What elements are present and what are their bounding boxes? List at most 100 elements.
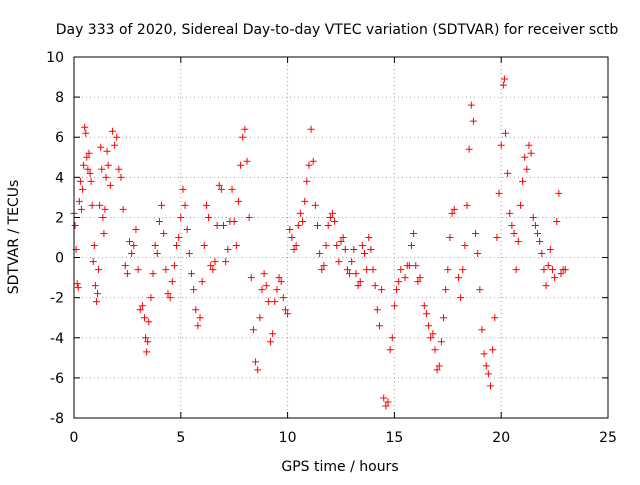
data-point	[99, 213, 107, 221]
data-point	[207, 262, 215, 270]
y-tick-label: -6	[50, 371, 64, 387]
data-point	[478, 326, 486, 334]
data-point	[487, 382, 495, 390]
data-point	[307, 125, 315, 133]
data-point	[158, 201, 166, 209]
data-point	[305, 161, 313, 169]
data-point	[311, 201, 319, 209]
data-point	[121, 262, 129, 270]
data-point	[271, 298, 279, 306]
data-point	[153, 250, 161, 258]
data-point	[273, 286, 281, 294]
data-point	[93, 290, 101, 298]
data-point	[228, 185, 236, 193]
data-point	[536, 238, 544, 246]
x-tick-label: 25	[599, 430, 617, 446]
data-point	[322, 242, 330, 250]
data-point	[378, 286, 386, 294]
chart-title: Day 333 of 2020, Sidereal Day-to-day VTE…	[56, 22, 619, 38]
data-points	[70, 75, 569, 410]
data-point	[79, 185, 87, 193]
y-tick-label: 10	[46, 50, 64, 66]
data-point	[519, 177, 527, 185]
data-point	[373, 306, 381, 314]
data-point	[155, 217, 163, 225]
data-point	[281, 306, 289, 314]
data-point	[103, 147, 111, 155]
data-point	[256, 314, 264, 322]
data-point	[407, 242, 415, 250]
data-point	[343, 266, 351, 274]
data-point	[431, 346, 439, 354]
data-point	[425, 322, 433, 330]
data-point	[397, 266, 405, 274]
data-point	[516, 201, 524, 209]
data-point	[450, 205, 458, 213]
data-point	[337, 238, 345, 246]
data-point	[205, 213, 213, 221]
data-point	[267, 338, 275, 346]
data-point	[442, 286, 450, 294]
data-point	[91, 282, 99, 290]
data-point	[200, 242, 208, 250]
data-point	[202, 201, 210, 209]
data-point	[320, 262, 328, 270]
y-tick-label: -8	[50, 411, 64, 427]
data-point	[192, 306, 200, 314]
data-point	[489, 346, 497, 354]
data-point	[316, 250, 324, 258]
data-point	[500, 75, 508, 83]
y-tick-label: 4	[55, 170, 64, 186]
data-point	[405, 262, 413, 270]
data-point	[548, 266, 556, 274]
data-point	[142, 334, 150, 342]
data-point	[82, 129, 90, 137]
data-point	[74, 284, 82, 292]
data-point	[181, 201, 189, 209]
data-point	[87, 177, 95, 185]
data-point	[269, 330, 277, 338]
data-point	[147, 294, 155, 302]
data-point	[90, 242, 98, 250]
data-point	[185, 250, 193, 258]
data-point	[544, 262, 552, 270]
data-point	[102, 173, 110, 181]
data-point	[111, 141, 119, 149]
data-point	[95, 266, 103, 274]
data-point	[410, 229, 418, 237]
data-point	[523, 165, 531, 173]
data-point	[382, 402, 390, 410]
data-point	[92, 298, 100, 306]
data-point	[326, 213, 334, 221]
data-point	[106, 181, 114, 189]
x-tick-label: 15	[385, 430, 403, 446]
data-point	[435, 362, 443, 370]
data-point	[414, 278, 422, 286]
data-point	[284, 310, 292, 318]
data-point	[144, 338, 152, 346]
data-point	[232, 242, 240, 250]
data-point	[474, 250, 482, 258]
x-tick-label: 5	[176, 430, 185, 446]
data-point	[437, 338, 445, 346]
data-point	[196, 314, 204, 322]
data-point	[96, 201, 104, 209]
data-point	[365, 234, 373, 241]
data-point	[354, 282, 362, 290]
data-point	[444, 266, 452, 274]
data-point	[480, 350, 488, 358]
data-point	[388, 334, 396, 342]
data-point	[173, 242, 181, 250]
data-point	[145, 318, 153, 326]
x-axis-label: GPS time / hours	[281, 459, 398, 475]
x-tick-label: 20	[492, 430, 510, 446]
data-point	[113, 133, 121, 141]
data-point	[429, 330, 437, 338]
data-point	[328, 209, 336, 217]
data-point	[348, 258, 356, 266]
data-point	[296, 209, 304, 217]
data-point	[75, 197, 83, 205]
data-point	[160, 229, 168, 237]
data-point	[457, 294, 465, 302]
